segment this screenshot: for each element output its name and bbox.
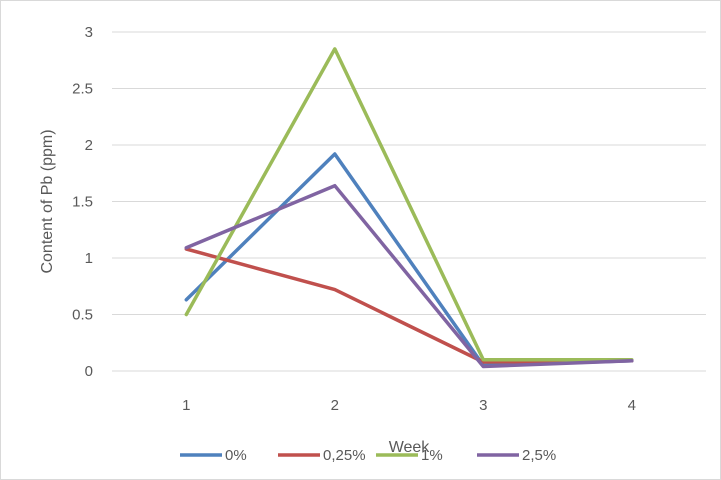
series-line-1	[184, 247, 634, 364]
y-tick-label: 2.5	[72, 81, 93, 98]
x-axis-title: Week	[389, 439, 431, 456]
series-lines	[184, 47, 634, 369]
legend-label: 1%	[421, 447, 443, 464]
legend-label: 2,5%	[522, 447, 556, 464]
y-axis-ticks: 0 0.5 1 1.5 2 2.5 3	[72, 24, 93, 380]
y-tick-label: 0.5	[72, 307, 93, 324]
x-axis-ticks: 1 2 3 4	[182, 397, 636, 414]
x-tick-label: 4	[628, 397, 636, 414]
legend-label: 0,25%	[323, 447, 366, 464]
x-tick-label: 3	[479, 397, 487, 414]
y-tick-label: 2	[85, 137, 93, 154]
y-tick-label: 3	[85, 24, 93, 41]
y-axis-title: Content of Pb (ppm)	[39, 129, 56, 273]
series-line-0	[184, 152, 634, 368]
y-tick-label: 1.5	[72, 194, 93, 211]
legend: 0% 0,25% 1% 2,5%	[180, 447, 556, 464]
legend-label: 0%	[225, 447, 247, 464]
gridlines	[112, 31, 706, 372]
x-tick-label: 1	[182, 397, 190, 414]
series-line-2	[184, 47, 634, 362]
series-line-3	[184, 183, 634, 369]
y-tick-label: 0	[85, 363, 93, 380]
x-tick-label: 2	[331, 397, 339, 414]
y-tick-label: 1	[85, 250, 93, 267]
